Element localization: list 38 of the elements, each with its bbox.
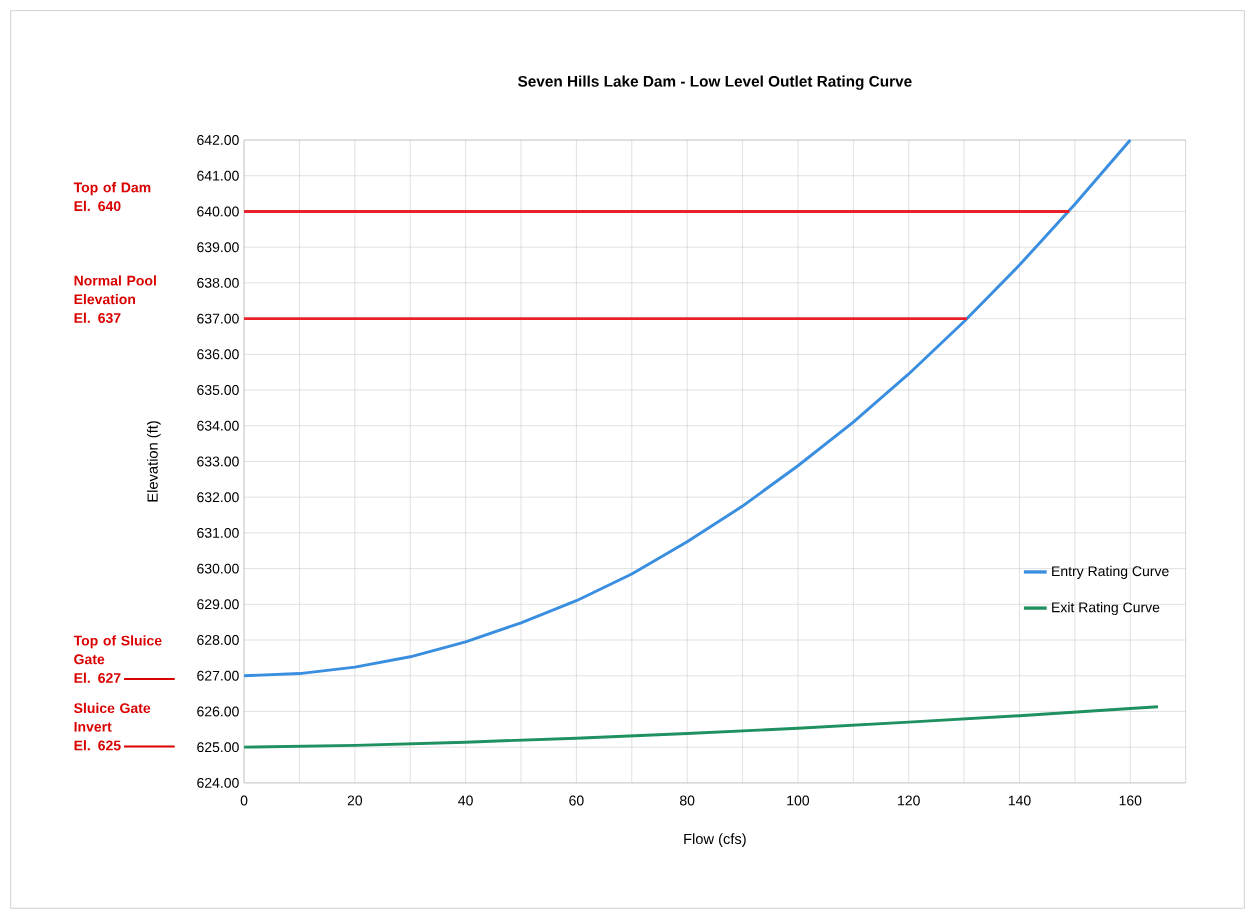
y-tick-label: 641.00: [197, 170, 239, 181]
x-tick-label: 60: [569, 795, 584, 806]
y-tick-label: 633.00: [197, 456, 239, 467]
y-tick-label: 624.00: [197, 777, 239, 788]
text: Top of Sluice Gate El. 627: [73, 635, 162, 683]
y-tick-label: 627.00: [197, 670, 239, 681]
x-tick-label: 80: [679, 795, 695, 806]
y-tick-label: 629.00: [197, 599, 239, 610]
y-tick-label: 631.00: [197, 527, 239, 538]
y-tick-label: 632.00: [197, 492, 239, 503]
x-tick-label: 20: [347, 795, 363, 806]
x-tick-label: 120: [898, 795, 920, 806]
y-tick-label: 625.00: [197, 742, 239, 753]
y-tick-label: 630.00: [197, 563, 239, 574]
y-tick-label: 635.00: [197, 385, 239, 396]
y-tick-label: 639.00: [197, 242, 239, 253]
x-tick-label: 0: [240, 795, 248, 806]
x-tick-label: 160: [1119, 795, 1142, 806]
x-tick-label: 100: [787, 795, 810, 806]
y-tick-label: 638.00: [197, 277, 239, 288]
legend-label: Exit Rating Curve: [1052, 602, 1160, 616]
y-tick-label: 642.00: [197, 135, 239, 146]
chart-title: Seven Hills Lake Dam - Low Level Outlet Rating Curve: [518, 75, 912, 90]
text: Sluice Gate Invert El. 625: [74, 702, 151, 751]
x-axis-title: Flow (cfs): [684, 833, 746, 848]
legend-label: Entry Rating Curve: [1052, 565, 1169, 579]
y-tick-label: 640.00: [197, 206, 239, 217]
x-tick-label: 140: [1008, 795, 1031, 806]
y-tick-label: 626.00: [197, 706, 239, 717]
y-tick-label: 634.00: [197, 420, 239, 431]
y-tick-label: 628.00: [197, 635, 239, 646]
y-axis-title: Elevation (ft): [147, 421, 161, 502]
text: Normal Pool Elevation El. 637: [74, 275, 156, 323]
text: Top of Dam El. 640: [73, 182, 151, 212]
y-tick-label: 637.00: [197, 313, 239, 324]
x-tick-label: 40: [458, 795, 473, 806]
line-series: [242, 705, 1160, 749]
y-tick-label: 636.00: [197, 349, 239, 360]
